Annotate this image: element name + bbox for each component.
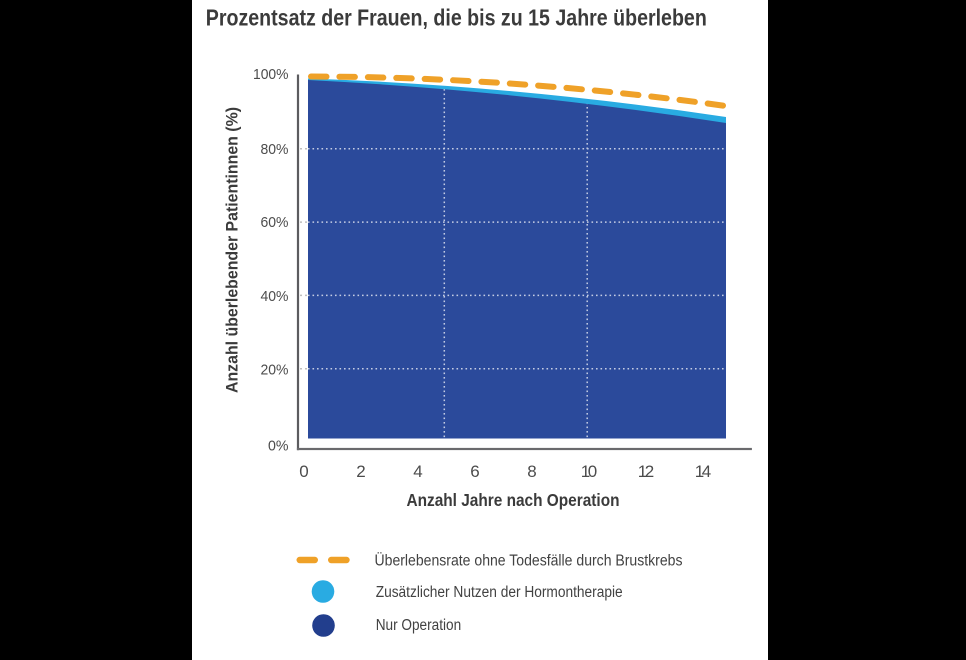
svg-text:Überlebensrate ohne Todesfälle: Überlebensrate ohne Todesfälle durch Bru…: [375, 551, 683, 569]
svg-text:4: 4: [413, 462, 422, 481]
svg-text:8: 8: [527, 462, 536, 481]
svg-text:2: 2: [356, 462, 365, 481]
svg-text:20%: 20%: [261, 362, 289, 379]
svg-text:Prozentsatz der Frauen, die bi: Prozentsatz der Frauen, die bis zu 15 Ja…: [206, 5, 707, 31]
svg-text:100%: 100%: [253, 66, 289, 83]
svg-text:Anzahl Jahre nach Operation: Anzahl Jahre nach Operation: [407, 490, 620, 510]
svg-text:10: 10: [581, 462, 598, 481]
svg-text:0: 0: [299, 462, 308, 481]
svg-text:80%: 80%: [261, 141, 289, 158]
svg-text:Anzahl überlebender Patientinn: Anzahl überlebender Patientinnen (%): [224, 107, 242, 393]
svg-text:Zusätzlicher Nutzen der Hormon: Zusätzlicher Nutzen der Hormontherapie: [376, 584, 623, 601]
svg-text:12: 12: [638, 462, 655, 481]
svg-text:Nur Operation: Nur Operation: [376, 617, 462, 634]
svg-text:6: 6: [470, 462, 479, 481]
svg-text:40%: 40%: [261, 288, 289, 305]
svg-text:14: 14: [695, 462, 712, 481]
svg-text:0%: 0%: [268, 438, 289, 455]
svg-text:60%: 60%: [261, 214, 289, 231]
